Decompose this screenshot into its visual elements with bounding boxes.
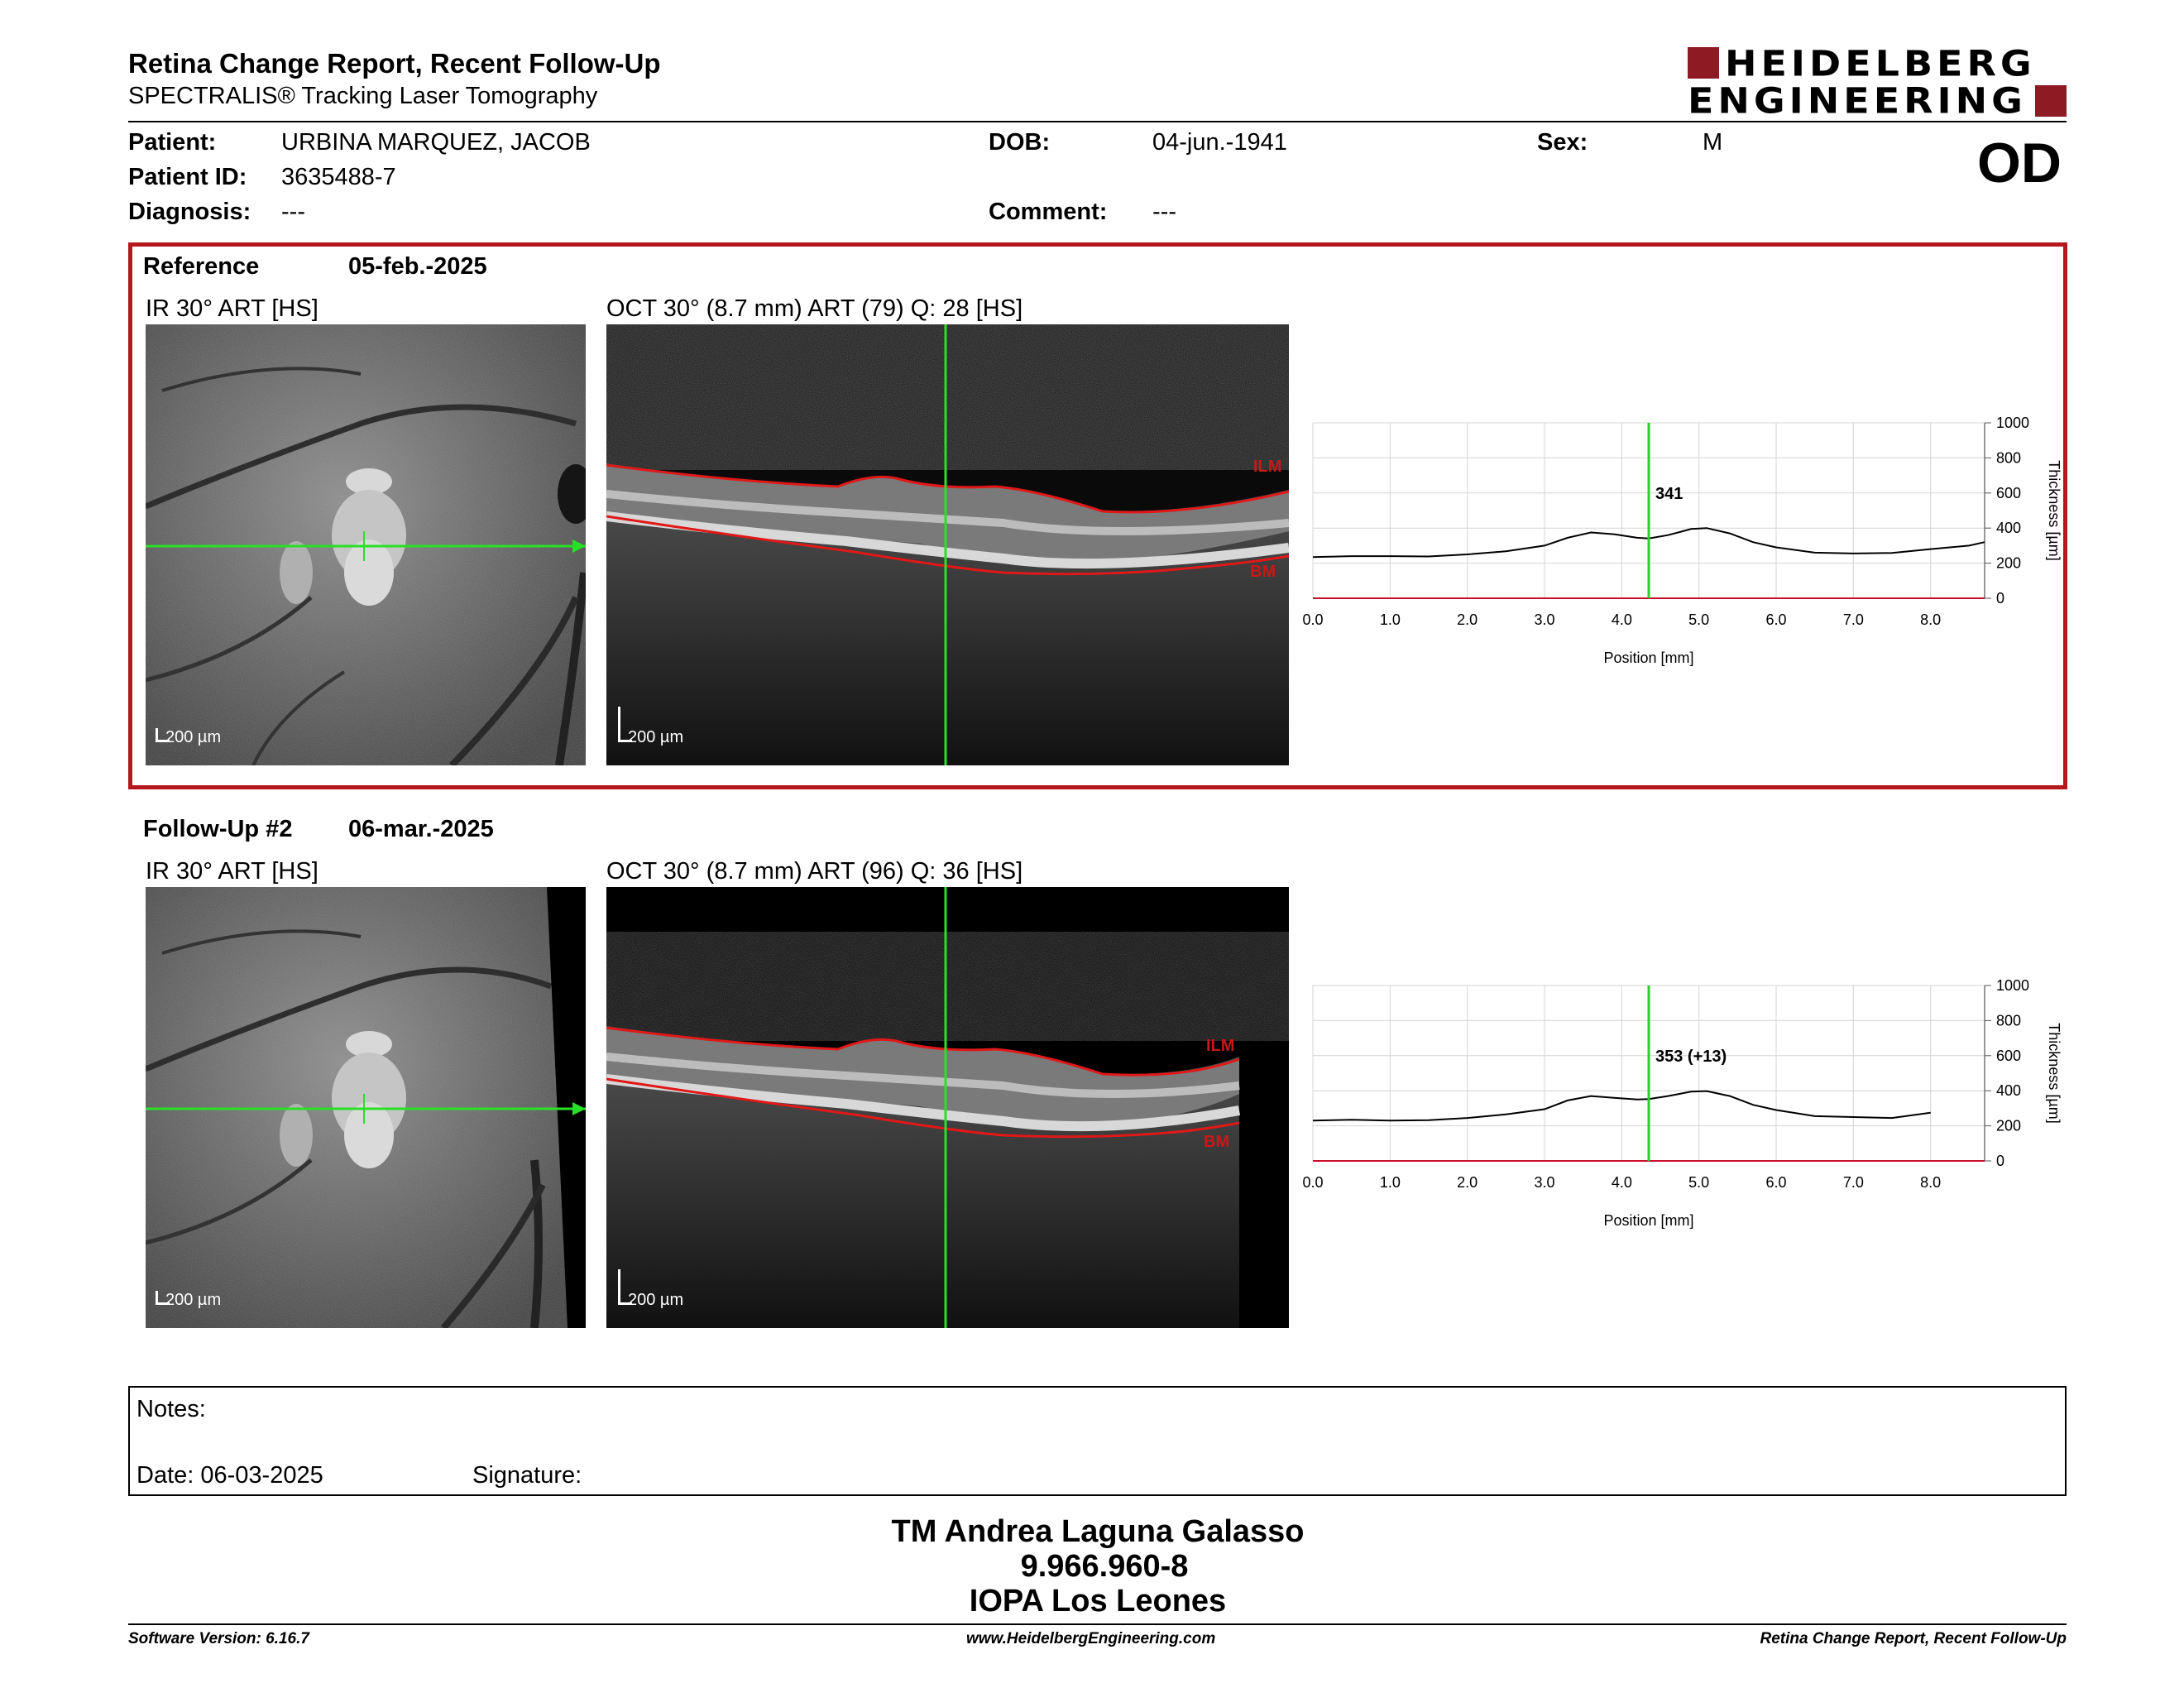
x-tick-label: 4.0 — [1612, 1174, 1632, 1191]
reference-ir-label: IR 30° ART [HS] — [146, 295, 318, 322]
followup-oct-label: OCT 30° (8.7 mm) ART (96) Q: 36 [HS] — [606, 858, 1023, 885]
followup-bm-label: BM — [1204, 1133, 1229, 1151]
y-tick-label: 200 — [1996, 1118, 2021, 1134]
x-tick-label: 3.0 — [1534, 1174, 1554, 1191]
followup-ir-fundus-image[interactable]: 200 µm — [146, 887, 586, 1328]
x-tick-label: 3.0 — [1534, 611, 1554, 628]
x-tick-label: 1.0 — [1380, 1174, 1401, 1191]
x-tick-label: 8.0 — [1920, 611, 1941, 628]
reference-label: Reference — [143, 253, 260, 280]
x-axis-label: Position [mm] — [1603, 650, 1693, 666]
reference-ir-fundus-image[interactable]: 200 µm — [146, 324, 586, 765]
footer-report-name: Retina Change Report, Recent Follow-Up — [1760, 1630, 2067, 1647]
x-tick-label: 0.0 — [1303, 611, 1324, 628]
reference-thickness-chart[interactable]: 0 200 400 600 800 1000 0.0 1.0 2.0 3.0 4.0 5.0 6.0 7.… — [1303, 410, 2081, 674]
signer-organization: IOPA Los Leones — [969, 1584, 1227, 1618]
eye-laterality: OD — [1977, 132, 2062, 194]
software-version: Software Version: 6.16.7 — [128, 1630, 309, 1647]
y-tick-label: 800 — [1996, 449, 2021, 466]
reference-oct-label: OCT 30° (8.7 mm) ART (79) Q: 28 [HS] — [606, 295, 1023, 322]
x-tick-label: 7.0 — [1843, 1174, 1864, 1191]
report-title: Retina Change Report, Recent Follow-Up — [128, 48, 661, 79]
sex-label: Sex: — [1537, 129, 1588, 156]
y-tick-label: 600 — [1996, 485, 2021, 501]
dob-label: DOB: — [989, 129, 1051, 156]
y-tick-label: 1000 — [1996, 977, 2029, 994]
y-tick-label: 800 — [1996, 1012, 2021, 1029]
comment-value: --- — [1152, 199, 1176, 225]
footer-divider — [128, 1623, 2067, 1625]
followup-oct-bscan-image[interactable]: ILM BM 200 µm — [606, 887, 1289, 1328]
x-tick-label: 6.0 — [1765, 1174, 1786, 1191]
patient-id-label: Patient ID: — [128, 164, 247, 190]
report-date: Date: 06-03-2025 — [136, 1462, 323, 1489]
reference-ilm-label: ILM — [1253, 458, 1281, 476]
y-tick-label: 600 — [1996, 1048, 2021, 1064]
x-tick-label: 5.0 — [1688, 1174, 1709, 1191]
y-tick-label: 400 — [1996, 520, 2021, 536]
cursor-value-label: 353 (+13) — [1655, 1048, 1727, 1066]
y-tick-label: 1000 — [1996, 415, 2029, 431]
report-subtitle: SPECTRALIS® Tracking Laser Tomography — [128, 83, 598, 109]
reference-oct-scale: 200 µm — [628, 728, 684, 746]
y-tick-label: 0 — [1996, 1153, 2004, 1169]
thickness-series-line — [1312, 527, 1985, 559]
y-tick-label: 400 — [1996, 1082, 2021, 1099]
followup-ilm-label: ILM — [1206, 1037, 1234, 1055]
sex-value: M — [1703, 129, 1723, 156]
followup-label: Follow-Up #2 — [143, 816, 293, 842]
reference-date: 05-feb.-2025 — [348, 253, 487, 280]
y-tick-label: 200 — [1996, 555, 2021, 572]
followup-thickness-chart[interactable]: 0 200 400 600 800 1000 0.0 1.0 2.0 3.0 4.0 5.0 6.0 7.… — [1303, 972, 2081, 1237]
x-tick-label: 2.0 — [1457, 611, 1478, 628]
x-tick-label: 2.0 — [1457, 1174, 1478, 1191]
x-tick-label: 1.0 — [1380, 611, 1401, 628]
diagnosis-value: --- — [281, 199, 305, 225]
x-tick-label: 5.0 — [1688, 611, 1709, 628]
dob-value: 04-jun.-1941 — [1152, 129, 1287, 156]
x-tick-label: 0.0 — [1303, 1174, 1324, 1191]
reference-oct-bscan-image[interactable]: ILM BM 200 µm — [606, 324, 1289, 765]
diagnosis-label: Diagnosis: — [128, 199, 251, 225]
x-tick-label: 6.0 — [1765, 611, 1786, 628]
header-divider — [128, 121, 2067, 122]
followup-oct-scale: 200 µm — [628, 1291, 684, 1309]
y-tick-label: 0 — [1996, 590, 2004, 607]
patient-id: 3635488-7 — [281, 164, 396, 190]
followup-ir-label: IR 30° ART [HS] — [146, 858, 318, 885]
y-axis-label: Thickness [µm] — [2046, 460, 2062, 560]
notes-box[interactable]: Notes: Date: 06-03-2025 Signature: — [128, 1386, 2067, 1496]
signer-id: 9.966.960-8 — [1020, 1549, 1189, 1584]
y-axis-label: Thickness [µm] — [2046, 1023, 2062, 1123]
reference-section-frame — [128, 242, 2067, 789]
website-link[interactable]: www.HeidelbergEngineering.com — [966, 1630, 1216, 1647]
patient-name: URBINA MARQUEZ, JACOB — [281, 129, 591, 156]
reference-bm-label: BM — [1250, 563, 1276, 581]
signature-label: Signature: — [472, 1462, 582, 1489]
comment-label: Comment: — [989, 199, 1108, 225]
x-tick-label: 8.0 — [1920, 1174, 1941, 1191]
x-tick-label: 7.0 — [1843, 611, 1864, 628]
reference-ir-scale: 200 µm — [165, 728, 222, 746]
followup-date: 06-mar.-2025 — [348, 816, 494, 842]
signer-name: TM Andrea Laguna Galasso — [891, 1514, 1305, 1549]
x-tick-label: 4.0 — [1612, 611, 1632, 628]
thickness-series-line — [1312, 1090, 1931, 1122]
x-axis-label: Position [mm] — [1603, 1212, 1693, 1229]
patient-name-label: Patient: — [128, 129, 217, 156]
notes-label: Notes: — [136, 1396, 206, 1422]
cursor-value-label: 341 — [1655, 485, 1683, 503]
followup-ir-scale: 200 µm — [165, 1291, 222, 1309]
